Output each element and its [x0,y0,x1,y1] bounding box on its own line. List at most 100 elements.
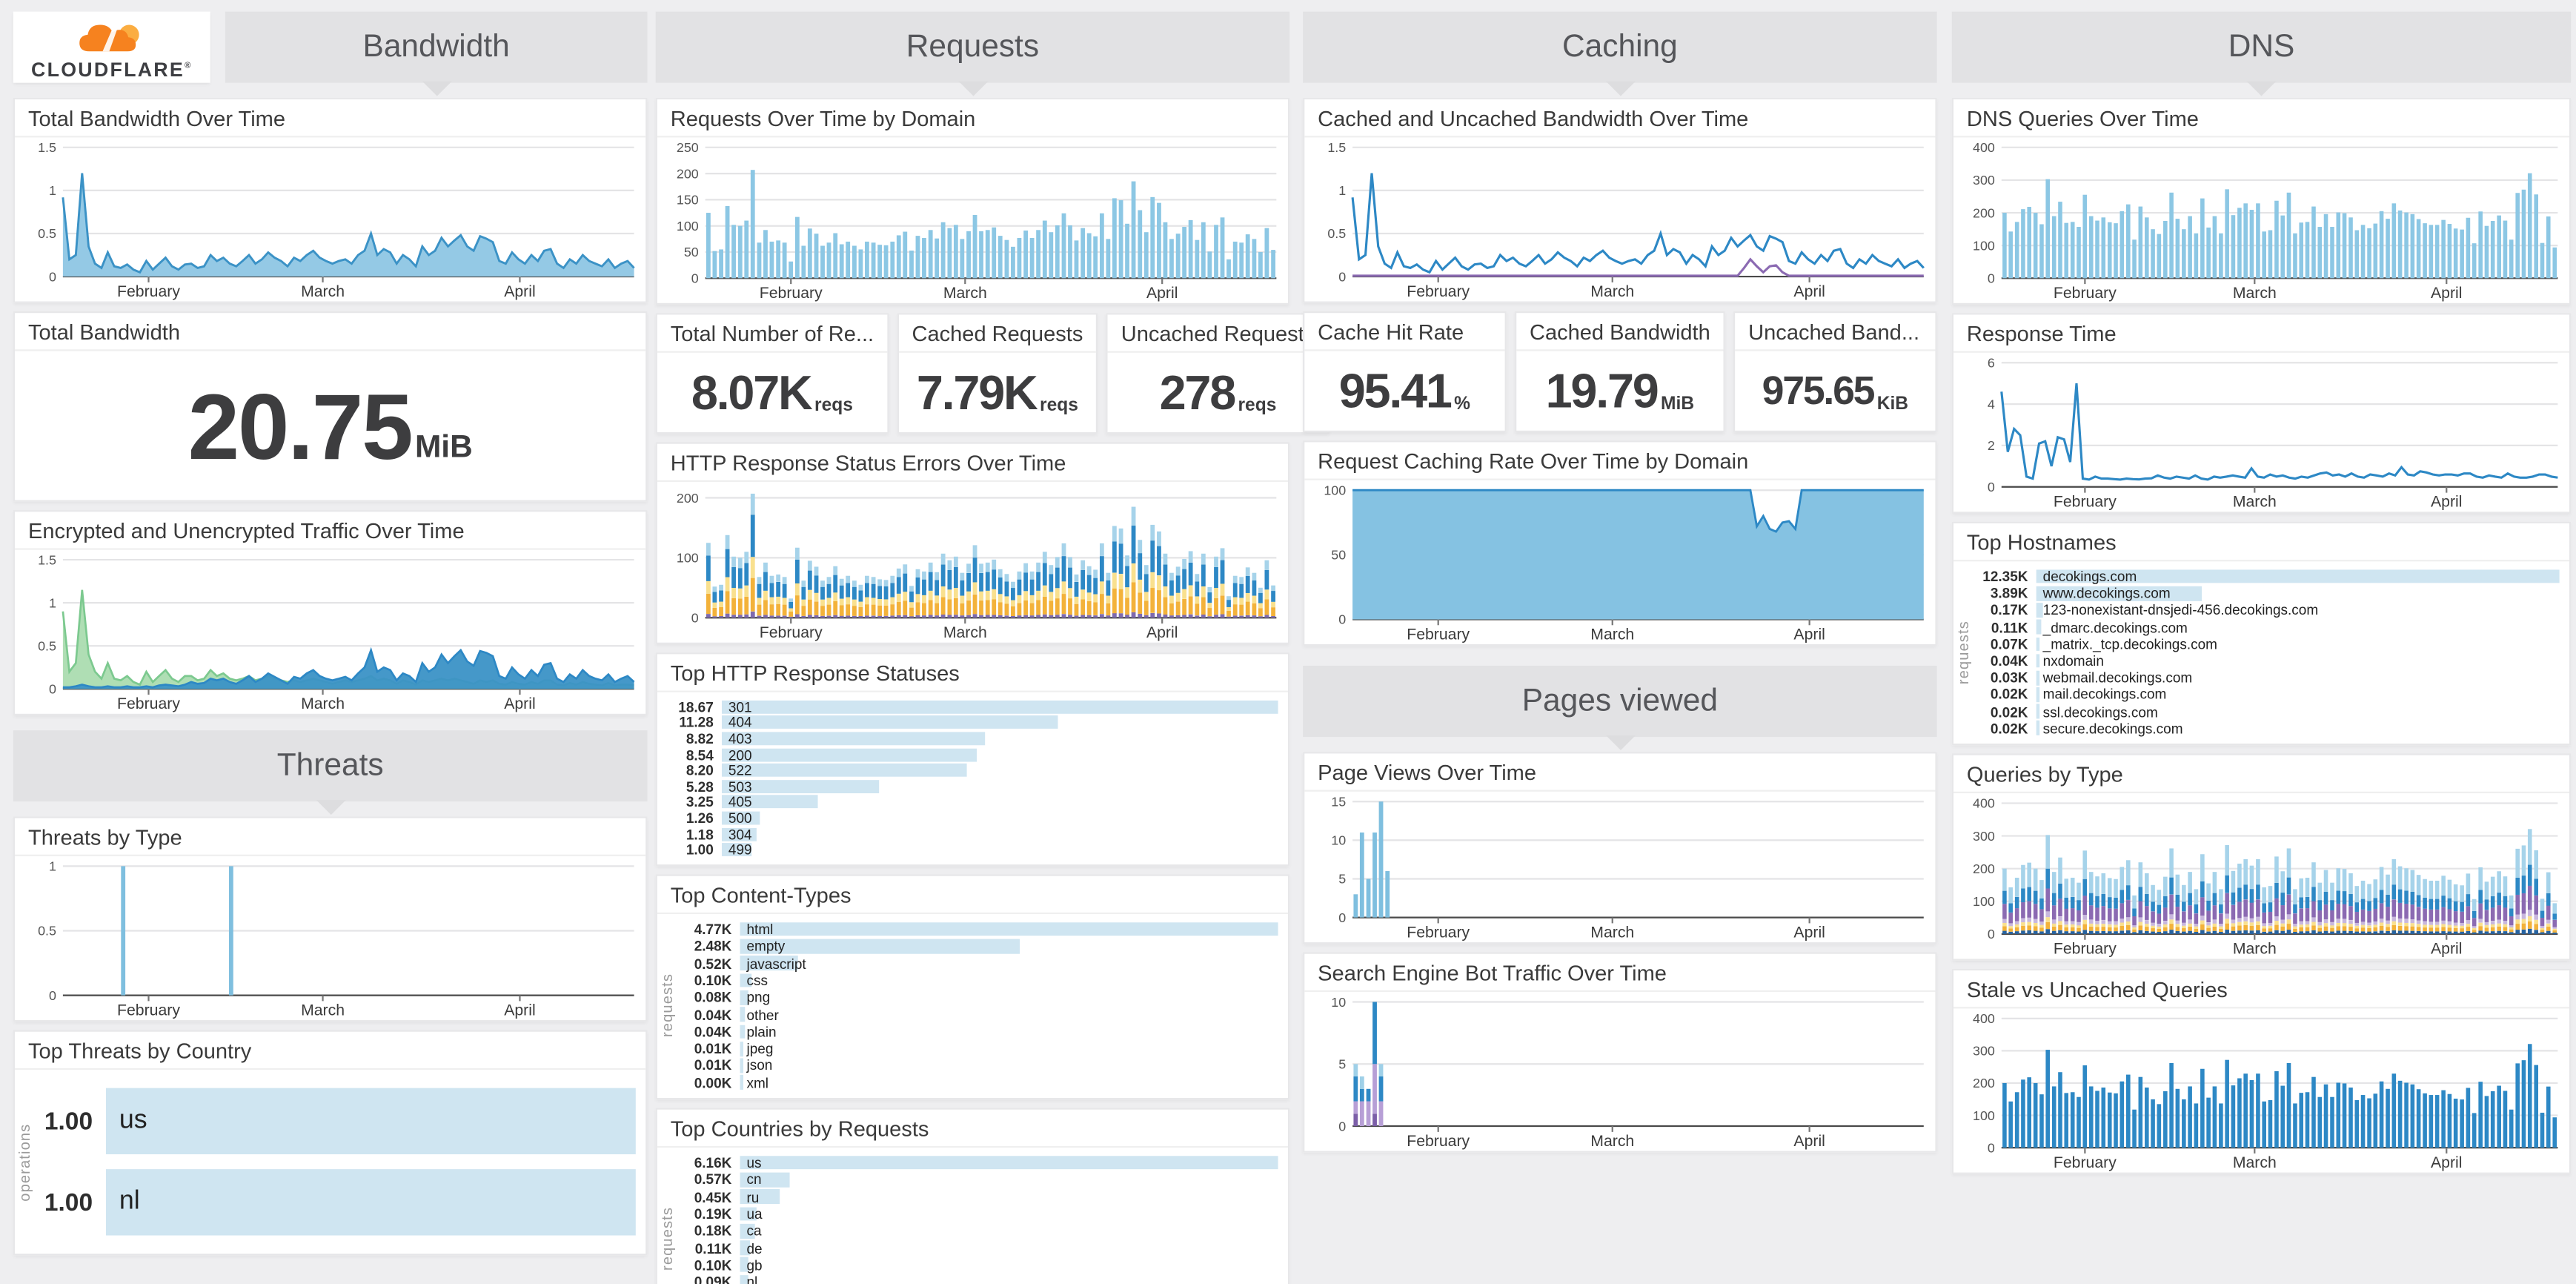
list-row[interactable]: 1.00 us [36,1085,636,1157]
list-row[interactable]: 0.02K ssl.decokings.com [1975,703,2560,720]
row-bar [740,973,751,988]
svg-text:1.5: 1.5 [1327,140,1346,155]
svg-text:0: 0 [1988,480,1995,494]
list-row[interactable]: 2.48K empty [679,938,1278,955]
panel-stale-uncached: Stale vs Uncached Queries 0 100 200 300 400 F… [1951,968,2572,1174]
stale-uncached-bar-chart[interactable]: 0 100 200 300 400 February March April [1956,1010,2566,1172]
svg-text:400: 400 [1973,795,1995,810]
list-row[interactable]: 0.57K cn [679,1171,1278,1188]
row-bar [721,795,819,809]
svg-text:February: February [2054,940,2117,957]
dns-queries-bar-chart[interactable]: 0 100 200 300 400 February March April [1956,139,2566,303]
list-row[interactable]: 0.02K secure.decokings.com [1975,720,2560,737]
svg-text:0: 0 [1988,271,1995,286]
list-row[interactable]: 4.77K html [679,921,1278,938]
list-row[interactable]: 8.20 522 [660,762,1278,778]
list-row[interactable]: 18.67 301 [660,698,1278,715]
caching-rate-area-chart[interactable]: 0 50 100 February March April [1308,482,1932,644]
cached-uncached-line-chart[interactable]: 0 0.5 1 1.5 February March April [1308,139,1932,302]
list-row[interactable]: 1.18 304 [660,826,1278,842]
svg-text:April: April [1793,924,1825,941]
list-row[interactable]: 3.25 405 [660,794,1278,810]
stat-number: 7.79K [916,367,1038,421]
row-value: 1.00 [44,1107,93,1136]
list-row[interactable]: 12.35K decokings.com [1975,568,2560,585]
list-row[interactable]: 0.08K png [679,989,1278,1006]
list-row[interactable]: 6.16K us [679,1154,1278,1171]
svg-text:150: 150 [677,193,699,208]
svg-text:March: March [2233,1154,2277,1171]
row-value: 1.00 [686,841,714,858]
list-row[interactable]: 11.28 404 [660,715,1278,731]
list-row[interactable]: 0.11K _dmarc.decokings.com [1975,619,2560,636]
content-types-list: requests 4.77K html 2.48K empty 0.52K javascri… [657,914,1288,1098]
list-row[interactable]: 8.82 403 [660,730,1278,747]
encrypted-traffic-area-chart[interactable]: 0 0.5 1 1.5 February March April [19,552,643,714]
row-value: 1.00 [44,1188,93,1217]
svg-text:April: April [2431,940,2462,957]
list-row[interactable]: 1.00 499 [660,841,1278,858]
threats-by-type-bar-chart[interactable]: 0 0.5 1 February March April [19,858,643,1020]
list-row[interactable]: 0.01K jpeg [679,1040,1278,1057]
svg-text:March: March [301,695,345,712]
stat-number: 19.79 [1545,365,1659,420]
list-row[interactable]: 0.11K de [679,1240,1278,1257]
list-row[interactable]: 0.02K mail.decokings.com [1975,686,2560,704]
requests-bar-chart[interactable]: 0 50 100 150 200 250 February March April [660,139,1284,303]
row-label: 405 [728,793,752,811]
list-row[interactable]: 5.28 503 [660,778,1278,795]
panel-total-bandwidth: Total Bandwidth 20.75 MiB [13,311,648,502]
svg-text:March: March [1590,283,1634,300]
list-row[interactable]: 3.89K www.decokings.com [1975,585,2560,602]
row-value: 0.02K [1990,686,2028,704]
list-row[interactable]: 0.18K ca [679,1222,1278,1240]
row-value: 3.89K [1990,585,2028,602]
svg-text:1: 1 [1338,183,1346,198]
panel-title: Page Views Over Time [1304,753,1936,792]
list-row[interactable]: 0.01K json [679,1057,1278,1074]
list-row[interactable]: 0.52K javascript [679,955,1278,972]
list-row[interactable]: 0.45K ru [679,1188,1278,1205]
bot-traffic-stacked-chart[interactable]: 0 5 10 February March April [1308,993,1932,1151]
row-bar [740,1274,748,1284]
row-bar [740,1223,756,1239]
list-row[interactable]: 0.04K nxdomain [1975,652,2560,669]
svg-text:1.5: 1.5 [38,552,56,567]
list-row[interactable]: 0.04K other [679,1006,1278,1023]
list-row[interactable]: 0.07K _matrix._tcp.decokings.com [1975,635,2560,652]
section-header-caching: Caching [1303,11,1937,96]
list-row[interactable]: 1.00 nl [36,1166,636,1239]
panel-title: Threats by Type [15,818,646,856]
stat-unit: reqs [1238,395,1277,416]
row-value: 0.10K [694,972,732,989]
list-row[interactable]: 0.03K webmail.decokings.com [1975,669,2560,686]
row-label: html [746,921,774,938]
list-row[interactable]: 1.26 500 [660,810,1278,827]
row-bar [105,1169,636,1236]
http-errors-stacked-chart[interactable]: 0 100 200 February March April [660,483,1284,642]
response-time-line-chart[interactable]: 0 2 4 6 February March April [1956,354,2566,512]
list-row[interactable]: 0.09K nl [679,1274,1278,1284]
row-bar [2036,670,2040,685]
svg-text:50: 50 [1331,548,1346,563]
list-row[interactable]: 0.04K plain [679,1023,1278,1040]
stat-number: 278 [1159,367,1237,421]
svg-text:10: 10 [1331,833,1346,848]
list-row[interactable]: 0.00K xml [679,1074,1278,1091]
svg-text:100: 100 [1973,1108,1995,1123]
stat-number: 95.41 [1338,365,1453,420]
row-value: 0.01K [694,1040,732,1057]
list-row[interactable]: 0.10K gb [679,1257,1278,1274]
list-row[interactable]: 0.17K 123-nonexistant-dnsjedi-456.decokin… [1975,602,2560,619]
page-views-bar-chart[interactable]: 0 5 10 15 February March April [1308,793,1932,942]
row-label: 500 [728,810,752,827]
panel-title: Search Engine Bot Traffic Over Time [1304,954,1936,993]
row-value: 6.16K [694,1154,732,1171]
list-row[interactable]: 0.10K css [679,972,1278,989]
list-row[interactable]: 0.19K ua [679,1205,1278,1222]
queries-by-type-stacked-chart[interactable]: 0 100 200 300 400 February March April [1956,795,2566,959]
total-bandwidth-area-chart[interactable]: 0 0.5 1 1.5 February March April [19,139,643,302]
row-label: 200 [728,746,752,763]
list-row[interactable]: 8.54 200 [660,746,1278,763]
row-bar [105,1088,636,1155]
